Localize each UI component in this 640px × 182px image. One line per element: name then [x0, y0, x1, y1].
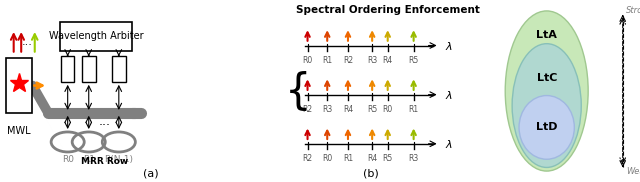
- Ellipse shape: [519, 96, 574, 159]
- FancyBboxPatch shape: [6, 58, 31, 113]
- FancyBboxPatch shape: [112, 56, 125, 82]
- Text: R1: R1: [343, 154, 353, 163]
- Text: $\lambda$: $\lambda$: [445, 138, 452, 150]
- Text: R1: R1: [322, 56, 332, 64]
- Text: MWL: MWL: [7, 126, 31, 136]
- Text: R3: R3: [408, 154, 419, 163]
- Text: R4: R4: [383, 56, 393, 64]
- Text: (a): (a): [143, 168, 158, 178]
- Text: R(N-1): R(N-1): [104, 155, 133, 164]
- Text: R5: R5: [367, 105, 378, 114]
- Text: R4: R4: [343, 105, 353, 114]
- Text: LtD: LtD: [536, 122, 557, 132]
- Text: {: {: [285, 71, 311, 113]
- Text: MRR Row: MRR Row: [81, 157, 128, 167]
- Text: R1: R1: [408, 105, 419, 114]
- Text: ...: ...: [99, 115, 111, 128]
- Text: $\lambda$: $\lambda$: [445, 39, 452, 52]
- Text: R3: R3: [367, 56, 378, 64]
- Text: R0: R0: [61, 155, 74, 164]
- Text: R5: R5: [408, 56, 419, 64]
- Text: $\lambda$: $\lambda$: [445, 89, 452, 101]
- Text: R1: R1: [83, 155, 95, 164]
- FancyBboxPatch shape: [61, 56, 74, 82]
- Ellipse shape: [512, 44, 581, 167]
- Text: (b): (b): [362, 168, 378, 178]
- Text: Weak: Weak: [626, 167, 640, 176]
- Text: R5: R5: [383, 154, 393, 163]
- Text: R2: R2: [303, 154, 312, 163]
- Text: R0: R0: [383, 105, 393, 114]
- Text: Strong: Strong: [626, 6, 640, 15]
- Text: Spectral Ordering Enforcement: Spectral Ordering Enforcement: [296, 5, 479, 15]
- Text: R0: R0: [303, 56, 313, 64]
- FancyBboxPatch shape: [82, 56, 95, 82]
- Text: Wavelength Arbiter: Wavelength Arbiter: [49, 31, 143, 41]
- FancyBboxPatch shape: [60, 22, 132, 51]
- Text: R2: R2: [343, 56, 353, 64]
- Text: R4: R4: [367, 154, 378, 163]
- Text: ...: ...: [22, 37, 33, 47]
- Text: LtC: LtC: [536, 73, 557, 83]
- Text: R0: R0: [322, 154, 332, 163]
- Ellipse shape: [505, 11, 588, 171]
- Text: R3: R3: [322, 105, 332, 114]
- Text: R2: R2: [303, 105, 312, 114]
- Text: LtA: LtA: [536, 30, 557, 39]
